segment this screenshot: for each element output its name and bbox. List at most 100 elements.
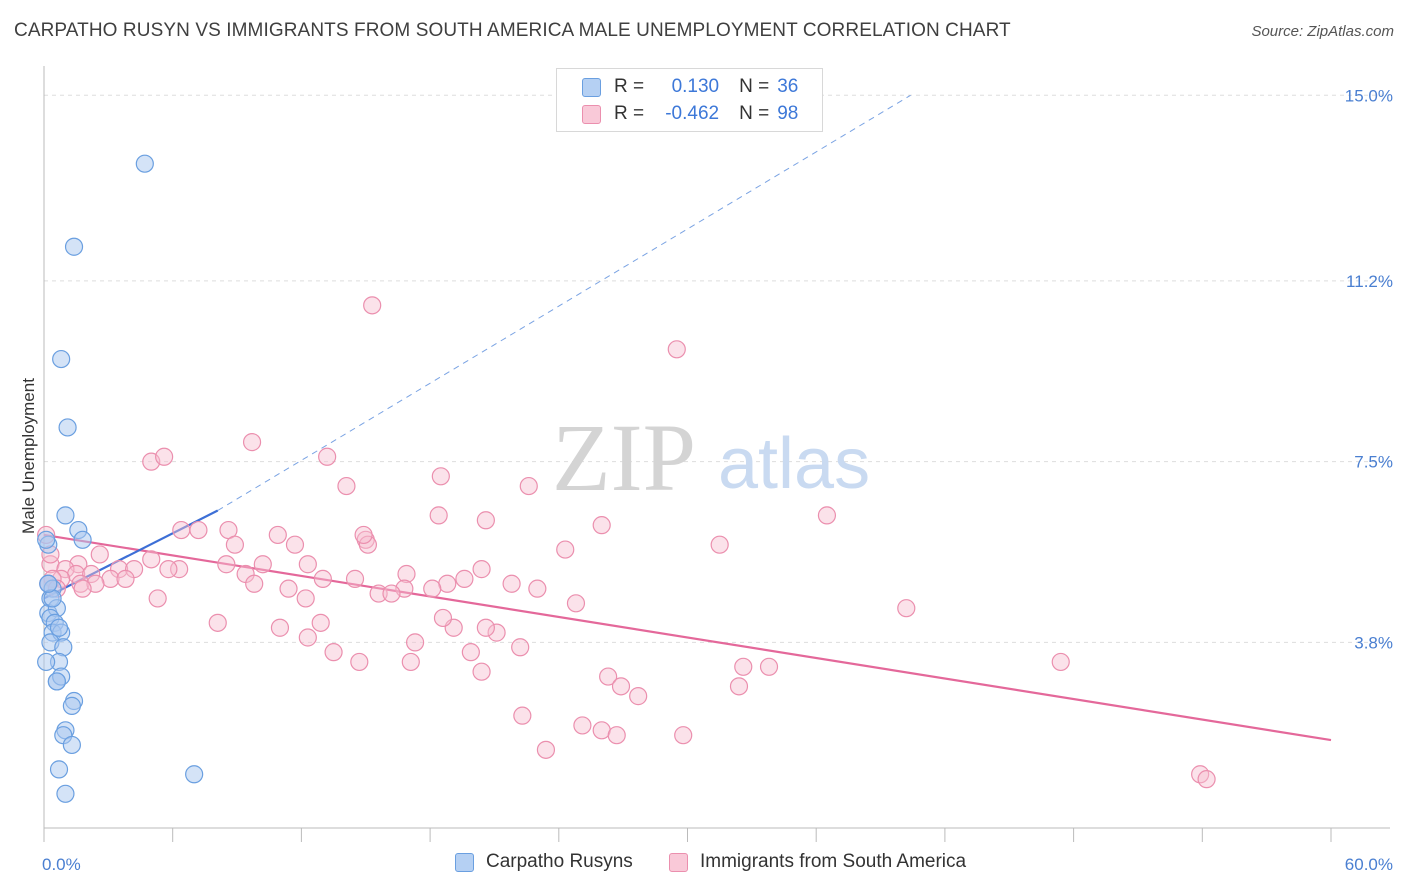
- data-point-immigrants: [172, 520, 191, 540]
- data-point-immigrants: [296, 589, 315, 608]
- data-point-immigrants: [528, 579, 547, 598]
- stats-row-carpatho-rusyns: R = 0.130 N = 36: [582, 74, 798, 100]
- data-point-immigrants: [242, 433, 262, 452]
- data-point-immigrants: [142, 550, 161, 569]
- data-point-immigrants: [710, 535, 729, 554]
- data-point-immigrants: [461, 643, 480, 662]
- data-point-immigrants: [592, 721, 611, 740]
- data-point-carpatho-rusyns: [62, 735, 81, 755]
- legend-swatch-blue: [455, 852, 474, 872]
- data-point-carpatho-rusyns: [39, 574, 58, 593]
- data-point-immigrants: [1051, 652, 1070, 672]
- data-point-immigrants: [729, 677, 749, 696]
- data-point-immigrants: [599, 667, 618, 686]
- watermark-atlas: atlas: [718, 424, 870, 504]
- legend-swatch-pink: [669, 852, 688, 872]
- data-point-carpatho-rusyns: [64, 237, 84, 256]
- series-immigrants-from-south-america: [37, 296, 1216, 789]
- data-point-immigrants: [337, 476, 356, 496]
- data-point-immigrants: [358, 535, 377, 554]
- gridlines: [44, 94, 1390, 643]
- data-point-immigrants: [607, 726, 626, 745]
- data-point-immigrants: [225, 535, 245, 554]
- data-point-carpatho-rusyns: [52, 349, 71, 369]
- y-tick-labels: 3.8% 7.5% 11.2% 15.0%: [1345, 86, 1393, 652]
- r-value: 0.130: [671, 76, 720, 97]
- legend-item-carpatho-rusyns[interactable]: Carpatho Rusyns: [455, 851, 633, 873]
- data-point-immigrants: [405, 633, 425, 652]
- data-point-immigrants: [208, 613, 227, 632]
- trend-line-immigrants: [43, 533, 1332, 742]
- r-label: R =: [614, 103, 645, 124]
- axes: [43, 66, 1390, 842]
- data-point-immigrants: [476, 511, 495, 530]
- data-point-carpatho-rusyns: [135, 154, 154, 173]
- data-point-immigrants: [759, 657, 779, 676]
- data-point-immigrants: [148, 589, 167, 608]
- n-value: 98: [777, 103, 799, 124]
- data-point-carpatho-rusyns: [73, 530, 92, 549]
- data-point-immigrants: [298, 555, 317, 574]
- data-point-immigrants: [592, 516, 611, 535]
- data-point-carpatho-rusyns: [49, 760, 69, 779]
- data-point-immigrants: [513, 706, 532, 725]
- source-credit: Source: ZipAtlas.com: [1251, 23, 1394, 40]
- data-point-immigrants: [245, 574, 264, 593]
- data-point-immigrants: [674, 726, 693, 745]
- data-point-immigrants: [734, 657, 753, 676]
- data-point-immigrants: [502, 574, 521, 593]
- y-axis-label: Male Unemployment: [19, 378, 38, 534]
- data-point-immigrants: [217, 555, 236, 574]
- data-point-immigrants: [159, 560, 178, 579]
- data-point-immigrants: [311, 613, 330, 632]
- data-point-immigrants: [313, 569, 332, 588]
- data-point-immigrants: [369, 584, 388, 603]
- blue-swatch: [582, 77, 601, 97]
- data-point-immigrants: [629, 687, 648, 706]
- legend-label: Carpatho Rusyns: [486, 851, 633, 872]
- data-point-immigrants: [429, 506, 448, 525]
- y-tick-label: 7.5%: [1354, 453, 1393, 472]
- data-point-immigrants: [318, 447, 337, 466]
- data-point-immigrants: [170, 560, 189, 579]
- data-point-immigrants: [397, 564, 416, 584]
- data-point-immigrants: [363, 296, 382, 315]
- data-point-immigrants: [345, 569, 365, 588]
- data-point-immigrants: [431, 467, 450, 486]
- data-point-immigrants: [423, 579, 442, 598]
- series-legend: Carpatho Rusyns Immigrants from South Am…: [0, 851, 1406, 879]
- data-point-immigrants: [487, 623, 506, 642]
- n-label: N =: [739, 76, 770, 97]
- stats-legend: R = 0.130 N = 36 R = -0.462 N = 98: [556, 68, 823, 132]
- data-point-immigrants: [285, 535, 305, 554]
- data-point-immigrants: [73, 579, 92, 598]
- data-point-immigrants: [511, 638, 530, 657]
- data-point-carpatho-rusyns: [37, 530, 56, 549]
- x-tick-label-max: 60.0%: [1345, 855, 1393, 874]
- data-point-immigrants: [897, 599, 916, 618]
- data-point-immigrants: [536, 740, 556, 759]
- data-point-immigrants: [350, 652, 369, 672]
- data-point-carpatho-rusyns: [49, 618, 69, 637]
- y-tick-label: 3.8%: [1354, 633, 1393, 652]
- data-point-immigrants: [354, 525, 373, 545]
- data-point-immigrants: [298, 628, 317, 647]
- data-point-carpatho-rusyns: [47, 672, 66, 691]
- data-point-immigrants: [433, 608, 453, 628]
- data-point-immigrants: [556, 540, 575, 559]
- data-point-carpatho-rusyns: [56, 784, 75, 803]
- r-value: -0.462: [665, 103, 720, 124]
- data-point-immigrants: [476, 618, 495, 637]
- trend-line-carpatho-extension: [217, 94, 911, 511]
- y-tick-label: 15.0%: [1345, 86, 1393, 105]
- data-point-carpatho-rusyns: [56, 506, 75, 525]
- data-point-immigrants: [1197, 770, 1216, 789]
- data-point-carpatho-rusyns: [58, 418, 77, 437]
- n-label: N =: [739, 103, 770, 124]
- legend-item-immigrants[interactable]: Immigrants from South America: [669, 851, 966, 873]
- data-point-immigrants: [270, 618, 290, 637]
- data-point-immigrants: [455, 569, 474, 588]
- data-point-immigrants: [573, 716, 592, 735]
- series-carpatho-rusyns: [37, 154, 204, 803]
